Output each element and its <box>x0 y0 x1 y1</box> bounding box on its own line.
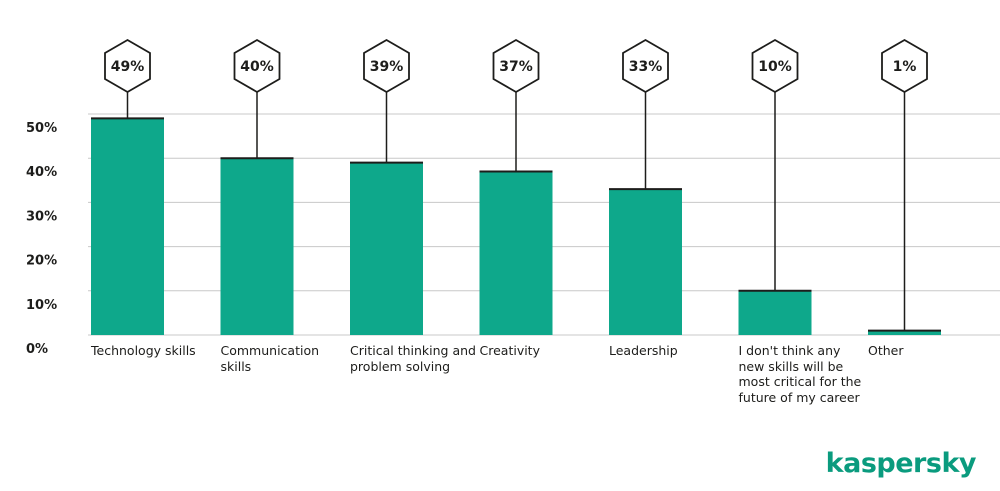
value-hexagon <box>881 38 928 94</box>
value-hexagon <box>363 38 410 94</box>
data-label: 33% <box>629 59 663 75</box>
bar <box>91 118 164 335</box>
x-tick-label: Leadership <box>609 343 678 358</box>
x-tick-label: Communication skills <box>220 343 320 374</box>
y-tick-label: 30% <box>26 209 57 224</box>
data-label: 37% <box>499 59 533 75</box>
x-tick-label: Other <box>868 343 904 358</box>
bar <box>479 171 553 335</box>
data-label: 10% <box>758 59 792 75</box>
bar <box>350 162 423 335</box>
kaspersky-logo: kaspersky <box>825 448 977 479</box>
y-tick-label: 0% <box>26 342 48 357</box>
value-hexagon <box>751 38 799 94</box>
y-tick-label: 50% <box>26 121 57 136</box>
bar <box>738 290 812 335</box>
data-label: 1% <box>893 59 917 75</box>
x-tick-label: Critical thinking and problem solving <box>350 343 476 374</box>
value-hexagon <box>492 38 540 94</box>
bar <box>609 189 682 335</box>
value-hexagon <box>233 38 281 94</box>
value-hexagon <box>622 38 669 94</box>
y-tick-label: 10% <box>26 298 57 313</box>
bar <box>220 158 294 335</box>
y-tick-label: 20% <box>26 254 57 269</box>
data-label: 39% <box>370 59 404 75</box>
data-label: 49% <box>111 59 145 75</box>
x-tick-label: I don't think any new skills will be mos… <box>738 343 862 405</box>
x-tick-label: Creativity <box>479 343 541 358</box>
value-hexagon <box>104 38 151 94</box>
x-tick-label: Technology skills <box>91 343 196 358</box>
bar <box>868 330 941 335</box>
data-label: 40% <box>240 59 274 75</box>
y-tick-label: 40% <box>26 165 57 180</box>
